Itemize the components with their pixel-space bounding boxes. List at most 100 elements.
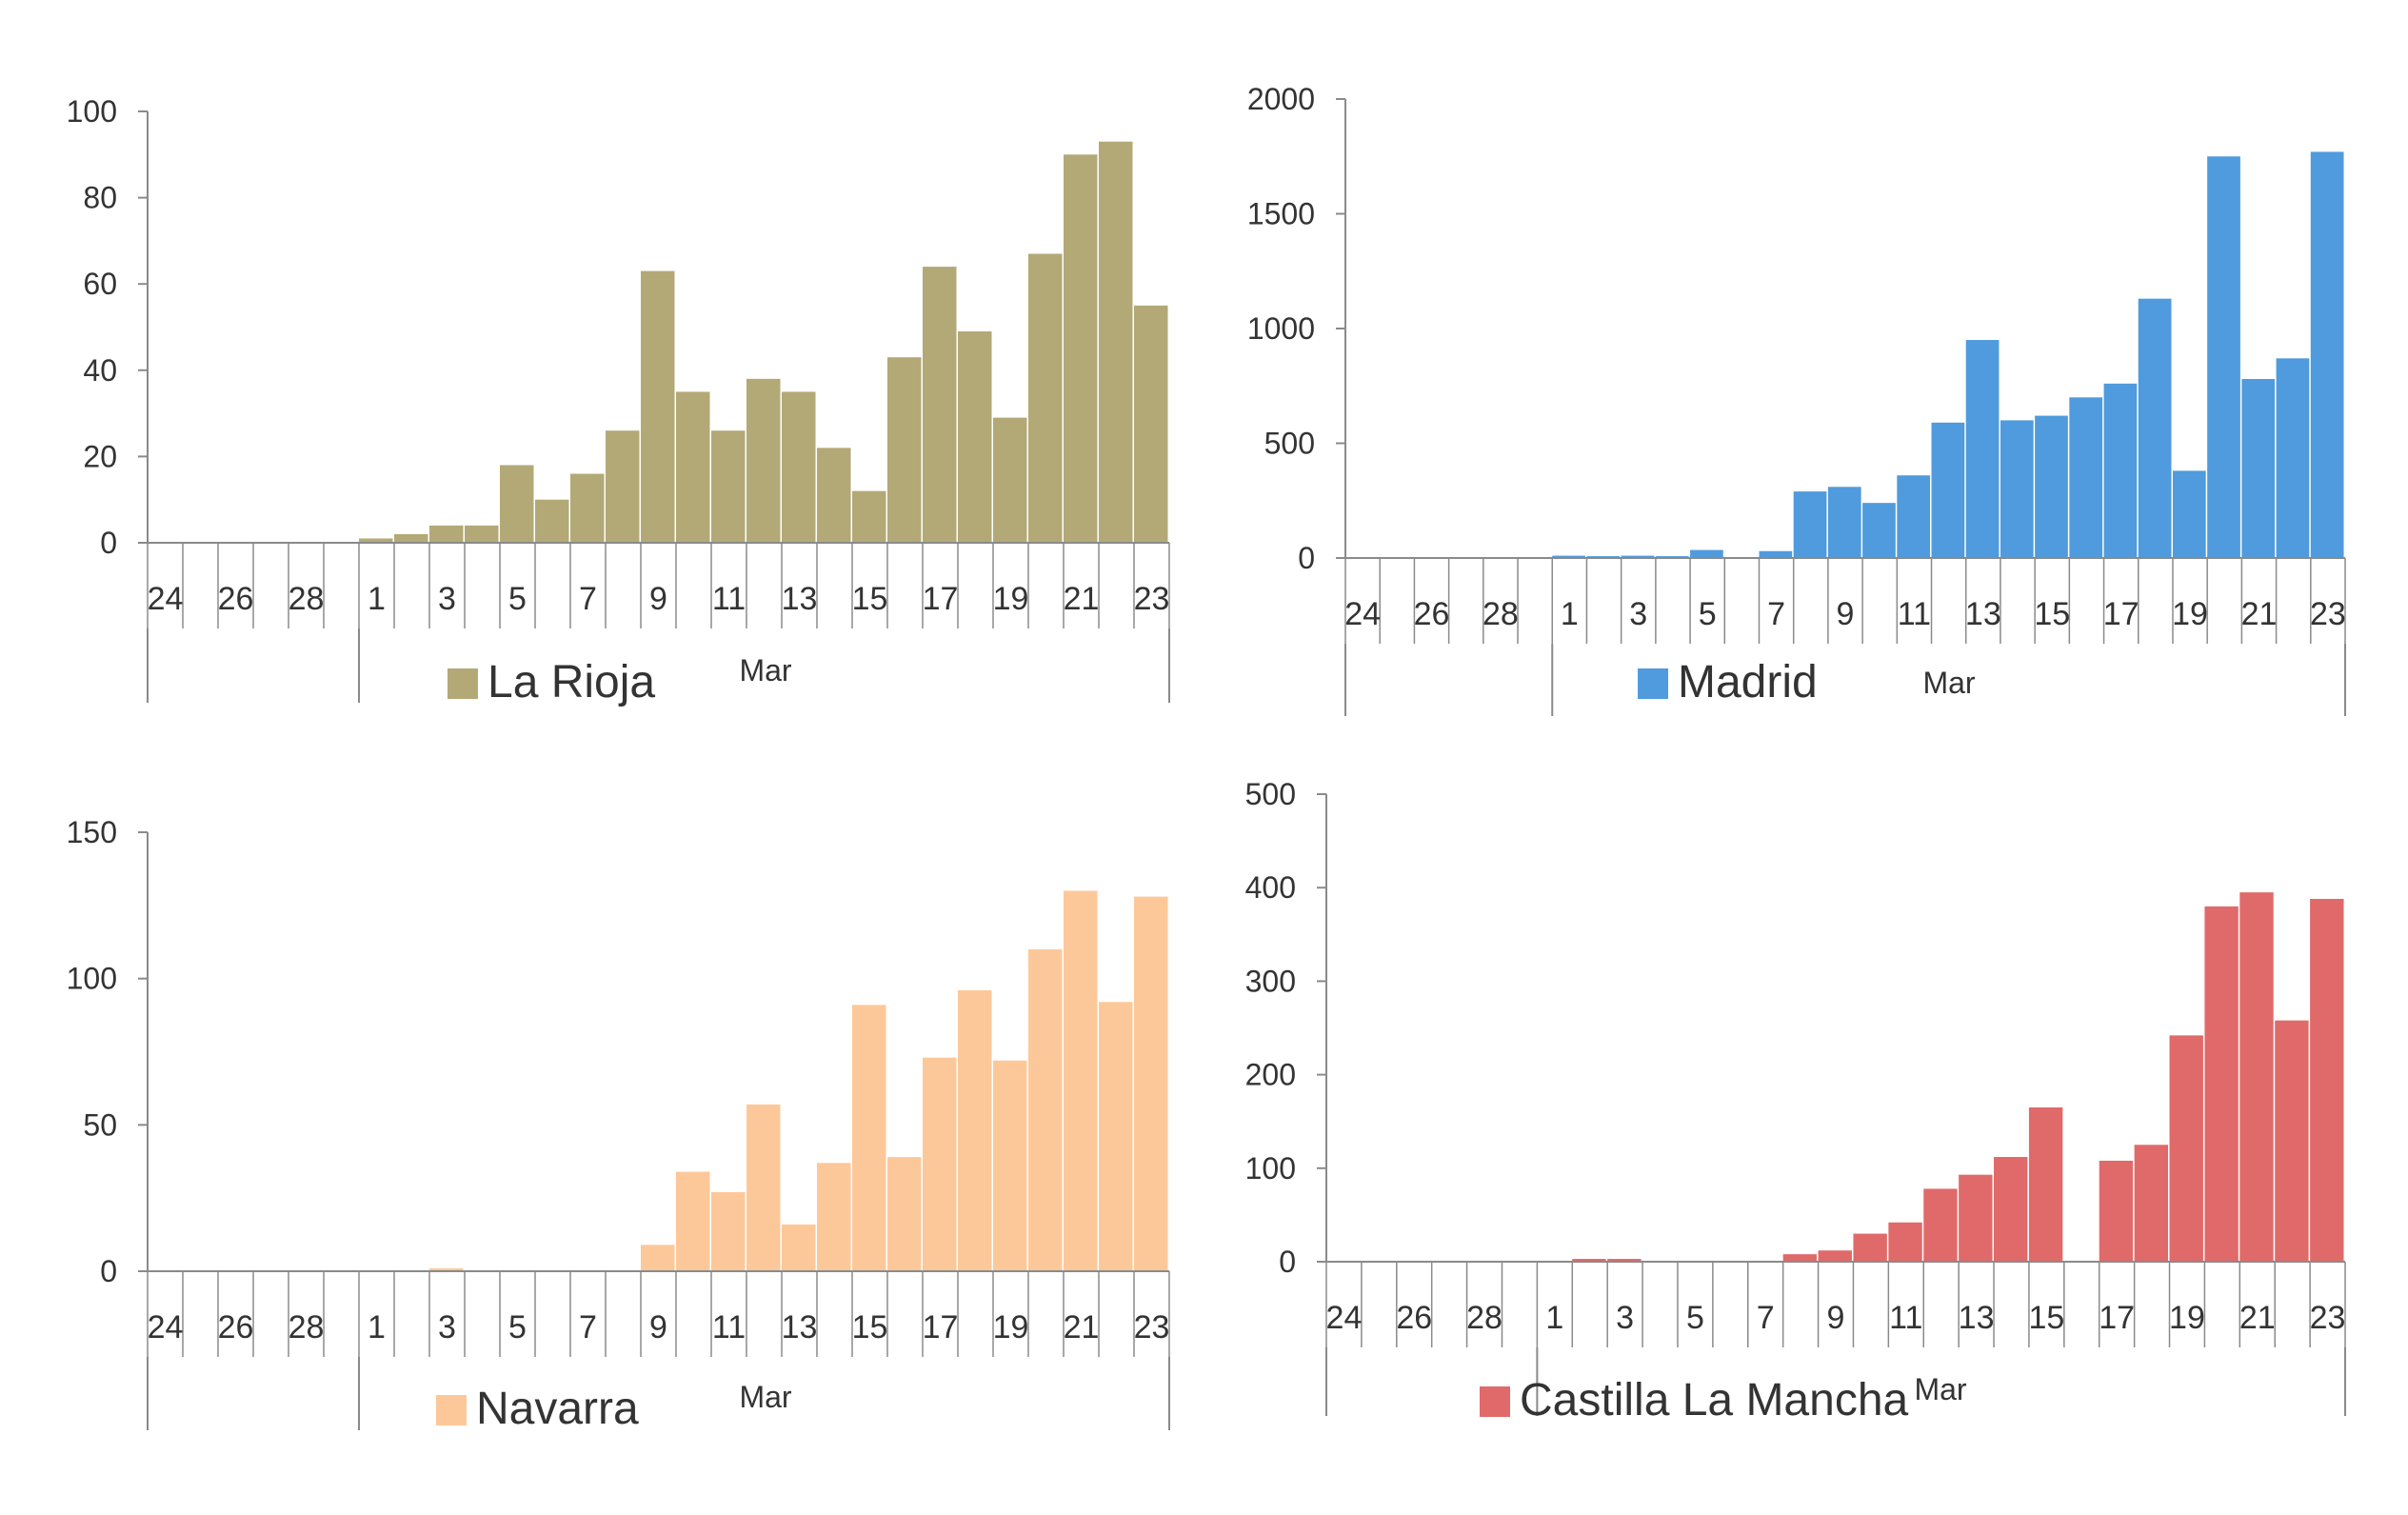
x-tick-label: 13: [782, 1309, 818, 1346]
x-tick-label: 5: [508, 581, 527, 617]
bar: [1028, 948, 1063, 1271]
x-tick-label: 3: [438, 581, 456, 617]
bar: [1690, 549, 1723, 558]
y-tick-label: 100: [67, 94, 117, 129]
bar: [2099, 1160, 2134, 1262]
legend-swatch: [436, 1395, 467, 1425]
x-tick-label: 11: [712, 581, 746, 617]
y-tick-label: 100: [67, 962, 117, 996]
bar: [2310, 898, 2344, 1262]
y-tick-label: 0: [1298, 541, 1315, 575]
bar: [641, 1245, 675, 1271]
y-tick-label: 60: [83, 267, 117, 301]
x-tick-label: 19: [993, 1309, 1029, 1346]
y-tick-label: 50: [83, 1107, 117, 1142]
bar: [993, 1060, 1027, 1271]
x-tick-label: 13: [782, 581, 818, 617]
bar: [1621, 555, 1655, 558]
y-tick-label: 100: [1245, 1151, 1296, 1186]
x-tick-label: 28: [289, 581, 325, 617]
x-tick-label: 21: [2241, 596, 2278, 632]
bar: [1759, 550, 1793, 558]
x-tick-label: 3: [438, 1309, 456, 1346]
x-tick-label: 19: [2169, 1300, 2205, 1336]
bar: [923, 1057, 957, 1271]
bar: [2069, 397, 2103, 558]
bar: [606, 430, 640, 543]
y-tick-label: 20: [83, 439, 117, 473]
legend-label: Madrid: [1678, 657, 1818, 708]
bar: [465, 525, 499, 543]
x-tick-label: 15: [2028, 1300, 2064, 1336]
x-tick-label: 19: [993, 581, 1029, 617]
legend-label: La Rioja: [488, 657, 655, 708]
y-tick-label: 0: [100, 526, 117, 560]
x-tick-label: 23: [2310, 596, 2346, 632]
x-tick-label: 26: [1414, 596, 1450, 632]
x-tick-label: 1: [1561, 596, 1579, 632]
bar: [1552, 555, 1585, 558]
legend: Castilla La Mancha: [1480, 1375, 1909, 1425]
x-tick-label: 17: [923, 581, 959, 617]
bar: [1965, 340, 2000, 558]
bar: [500, 465, 534, 543]
month-label: Mar: [739, 1380, 791, 1414]
bar: [993, 417, 1027, 543]
x-tick-label: 11: [1898, 596, 1931, 632]
x-tick-label: 15: [852, 1309, 888, 1346]
bar: [958, 989, 992, 1271]
bar: [429, 525, 464, 543]
x-tick-label: 1: [1545, 1300, 1563, 1336]
bar: [958, 331, 992, 543]
x-tick-label: 9: [1827, 1300, 1845, 1336]
bar: [711, 430, 746, 543]
bar: [1064, 154, 1098, 544]
bar: [2169, 1035, 2203, 1262]
bar: [1862, 503, 1896, 558]
x-tick-label: 23: [1134, 581, 1170, 617]
bar: [887, 357, 922, 543]
x-tick-label: 5: [1686, 1300, 1704, 1336]
legend: La Rioja: [448, 657, 655, 708]
x-tick-label: 24: [148, 581, 184, 617]
bar: [2035, 415, 2068, 558]
bar: [746, 378, 781, 543]
y-tick-label: 200: [1245, 1058, 1296, 1092]
x-tick-label: 23: [1134, 1309, 1170, 1346]
x-tick-label: 28: [1466, 1300, 1503, 1336]
x-tick-label: 19: [2172, 596, 2208, 632]
bar: [2241, 379, 2276, 558]
x-tick-label: 1: [368, 581, 386, 617]
bar: [1888, 1222, 1922, 1262]
y-tick-label: 500: [1245, 777, 1296, 811]
x-tick-label: 1: [368, 1309, 386, 1346]
bar: [676, 391, 710, 543]
x-tick-label: 17: [923, 1309, 959, 1346]
bar: [782, 391, 816, 543]
bar: [1028, 253, 1063, 543]
x-tick-label: 23: [2310, 1300, 2346, 1336]
bar: [2000, 420, 2034, 558]
x-tick-label: 21: [2239, 1300, 2276, 1336]
bar: [817, 1163, 851, 1271]
x-tick-label: 17: [2099, 1300, 2135, 1336]
x-tick-label: 7: [579, 1309, 597, 1346]
bar: [1782, 1254, 1818, 1262]
bar: [359, 538, 393, 543]
bar: [817, 448, 851, 543]
bar: [2276, 358, 2310, 558]
y-tick-label: 1500: [1247, 197, 1315, 231]
bar: [570, 473, 605, 543]
bar: [1931, 422, 1965, 558]
bar: [1827, 487, 1861, 558]
bar: [1134, 305, 1168, 543]
x-tick-label: 26: [218, 581, 254, 617]
bar: [1099, 1002, 1133, 1271]
bar: [746, 1104, 781, 1271]
y-tick-label: 1000: [1247, 311, 1315, 346]
x-tick-label: 3: [1616, 1300, 1634, 1336]
bar: [1818, 1250, 1852, 1262]
